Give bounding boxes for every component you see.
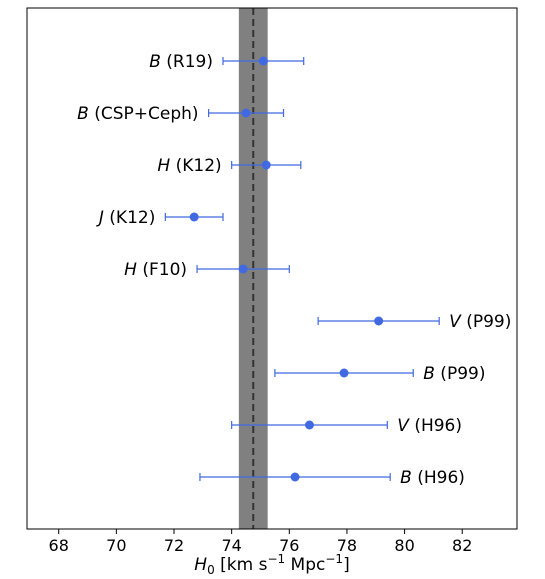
point-label: B (H96) xyxy=(400,468,465,488)
point-label-band: H xyxy=(124,260,137,280)
data-point xyxy=(304,420,314,430)
plot-frame xyxy=(26,7,518,530)
x-tick-label: 72 xyxy=(164,536,184,555)
data-point xyxy=(261,160,271,170)
point-label-ref: (P99) xyxy=(435,364,486,384)
x-label-unit-pre: [km s xyxy=(215,555,268,575)
x-label-unit-post: ] xyxy=(343,555,350,575)
x-tick-label: 74 xyxy=(221,536,241,555)
data-point xyxy=(241,108,251,118)
point-label-ref: (R19) xyxy=(161,52,213,72)
x-tick-label: 70 xyxy=(106,536,126,555)
data-point-group: V (P99) xyxy=(317,312,511,332)
point-label: V (P99) xyxy=(449,312,511,332)
x-label-unit-mid: Mpc xyxy=(285,555,325,575)
data-point-group: J (K12) xyxy=(96,208,224,228)
data-point xyxy=(189,212,199,222)
point-label-ref: (H96) xyxy=(412,468,465,488)
data-point-group: B (R19) xyxy=(149,52,305,72)
x-tick-label: 78 xyxy=(337,536,357,555)
point-label-ref: (K12) xyxy=(104,208,155,228)
x-label-sup1: −1 xyxy=(267,552,285,566)
point-label-ref: (CSP+Ceph) xyxy=(89,104,199,124)
x-label-sup2: −1 xyxy=(325,552,343,566)
point-label: J (K12) xyxy=(96,208,155,228)
point-label-band: V xyxy=(397,416,410,436)
point-label-ref: (P99) xyxy=(461,312,512,332)
point-label-ref: (K12) xyxy=(170,156,221,176)
point-label-band: B xyxy=(400,468,412,488)
data-point-group: B (P99) xyxy=(274,364,485,384)
x-axis: 68 70 72 74 76 78 80 82 xyxy=(49,529,472,555)
point-label-band: B xyxy=(423,364,435,384)
data-point xyxy=(258,56,268,66)
x-axis-label: H0 [km s−1 Mpc−1] xyxy=(194,552,349,577)
point-label: H (F10) xyxy=(124,260,187,280)
x-label-subscript: 0 xyxy=(207,563,215,577)
point-label: V (H96) xyxy=(397,416,462,436)
data-point xyxy=(374,316,384,326)
data-point-group: H (F10) xyxy=(124,260,290,280)
point-label: B (CSP+Ceph) xyxy=(77,104,198,124)
data-point xyxy=(238,264,248,274)
data-point-group: B (H96) xyxy=(199,468,465,488)
x-tick-label: 68 xyxy=(49,536,69,555)
point-label-band: J xyxy=(96,208,104,228)
point-label-band: V xyxy=(449,312,462,332)
point-label-ref: (F10) xyxy=(137,260,187,280)
point-label-band: B xyxy=(77,104,89,124)
data-point-group: V (H96) xyxy=(231,416,462,436)
point-label-ref: (H96) xyxy=(409,416,462,436)
x-tick-label: 80 xyxy=(394,536,414,555)
point-label: B (R19) xyxy=(149,52,213,72)
data-point xyxy=(339,368,349,378)
point-label-band: B xyxy=(149,52,161,72)
points-layer: B (R19)B (CSP+Ceph)H (K12)J (K12)H (F10)… xyxy=(77,52,511,488)
point-label-band: H xyxy=(157,156,170,176)
data-point-group: B (CSP+Ceph) xyxy=(77,104,285,124)
point-label: B (P99) xyxy=(423,364,485,384)
x-tick-label: 82 xyxy=(452,536,472,555)
data-point-group: H (K12) xyxy=(157,156,302,176)
x-label-symbol: H xyxy=(194,555,207,575)
point-label: H (K12) xyxy=(157,156,221,176)
data-point xyxy=(290,472,300,482)
x-tick-label: 76 xyxy=(279,536,299,555)
